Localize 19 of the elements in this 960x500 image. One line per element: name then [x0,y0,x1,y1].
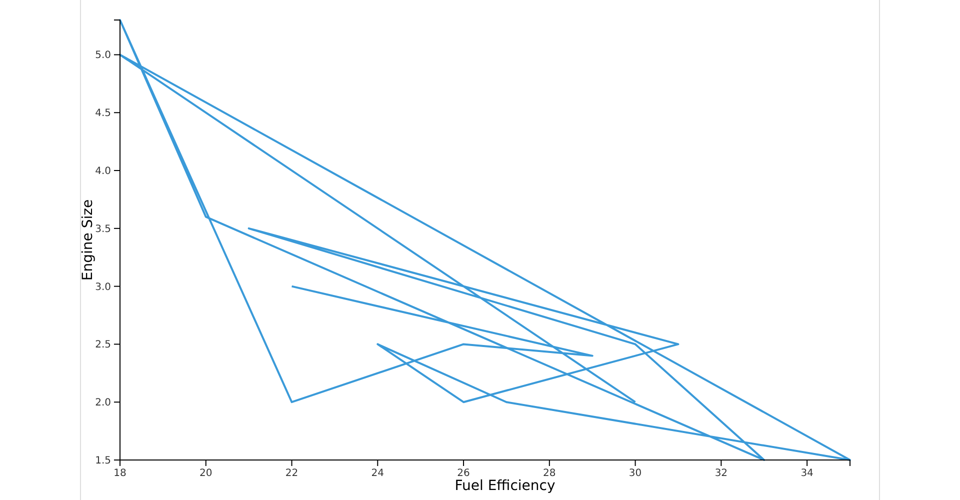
x-tick-label: 22 [285,468,298,479]
y-tick-label: 1.5 [95,456,111,466]
y-tick-label: 4.5 [95,108,111,120]
y-tick-label: 2.0 [95,398,111,409]
x-tick-label: 26 [457,468,470,479]
y-tick-label: 2.5 [95,340,111,351]
y-tick-label: 3.5 [95,224,111,235]
x-tick-label: 24 [371,468,384,479]
x-axis-title: Fuel Efficiency [454,478,556,494]
x-tick-label: 30 [628,468,642,479]
y-tick-label: 5.0 [95,50,111,62]
x-tick-label: 28 [543,468,556,479]
y-tick-label: 4.0 [95,166,111,178]
y-tick-label: 3.0 [95,282,111,293]
x-tick-label: 34 [800,468,814,479]
y-axis-title: Engine Size [80,199,96,281]
x-tick-label: 32 [714,468,728,479]
x-tick-label: 20 [200,468,212,479]
x-tick-label: 18 [114,468,126,479]
